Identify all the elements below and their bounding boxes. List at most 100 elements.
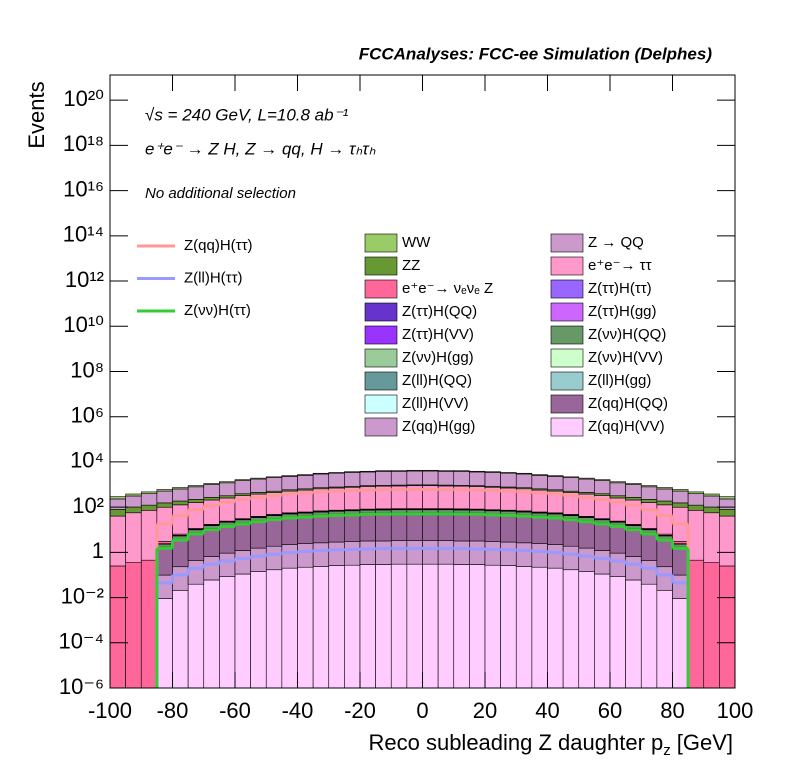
- annotation: e⁺e⁻ → Z H, Z → qq, H → τₕτₕ: [145, 139, 376, 158]
- histogram-bar: [437, 471, 455, 486]
- legend-swatch: [550, 302, 584, 322]
- histogram-bar: [547, 513, 564, 518]
- histogram-bar: [375, 470, 392, 472]
- histogram-bar: [312, 511, 330, 516]
- histogram-bar: [312, 566, 330, 688]
- histogram-bar: [422, 469, 439, 472]
- x-tick-label: 80: [660, 698, 684, 723]
- histogram-bar: [594, 550, 611, 575]
- histogram-bar: [406, 469, 423, 472]
- histogram-bar: [375, 513, 392, 542]
- x-axis-title-unit: [GeV]: [677, 730, 733, 755]
- histogram-bar: [297, 543, 314, 568]
- histogram-bar: [265, 518, 283, 547]
- histogram-bar: [719, 565, 735, 688]
- histogram-bar: [187, 529, 205, 534]
- histogram-bar: [359, 540, 376, 565]
- histogram-bar: [469, 540, 486, 565]
- histogram-bar: [484, 472, 501, 487]
- histogram-bar: [469, 509, 486, 514]
- histogram-bar: [234, 550, 251, 575]
- legend-label: Z(qq)H(ττ): [184, 237, 253, 254]
- histogram-bar: [406, 563, 423, 688]
- histogram-bar: [156, 502, 173, 508]
- histogram-bar: [500, 565, 517, 688]
- histogram-bar: [609, 525, 626, 554]
- histogram-bar: [453, 564, 470, 688]
- histogram-bar: [437, 513, 455, 541]
- histogram-bar: [328, 472, 345, 488]
- x-axis-title-subscript: z: [663, 742, 671, 759]
- legend-swatch: [364, 279, 398, 299]
- histogram-bar: [172, 566, 189, 591]
- annotation: √s = 240 GeV, L=10.8 ab⁻¹: [145, 105, 349, 124]
- histogram-bar: [156, 541, 173, 544]
- histogram-bar: [406, 509, 423, 514]
- histogram-bar: [140, 559, 158, 688]
- histogram-bar: [187, 499, 205, 503]
- histogram-bar: [203, 579, 220, 688]
- y-tick-label: 10⁴: [70, 448, 104, 473]
- y-tick-label: 10⁶: [70, 403, 104, 428]
- histogram-bar: [531, 475, 548, 490]
- legend-swatch: [550, 348, 584, 368]
- legend-label: e⁺e⁻→ νₑνₑ Z: [402, 280, 493, 297]
- histogram-bar: [547, 544, 564, 569]
- histogram-bar: [297, 512, 314, 517]
- histogram-bar: [687, 559, 705, 688]
- histogram-bar: [219, 481, 236, 484]
- histogram-bar: [609, 495, 626, 499]
- histogram-bar: [422, 513, 439, 541]
- x-tick-label: 20: [473, 698, 497, 723]
- histogram-bar: [672, 502, 689, 508]
- histogram-bar: [500, 472, 517, 474]
- histogram-bar: [640, 485, 658, 488]
- y-tick-label: 10⁻⁴: [58, 629, 104, 654]
- legend-label: Z → QQ: [588, 234, 644, 251]
- histogram-bar: [640, 560, 658, 585]
- histogram-bar: [687, 491, 705, 495]
- legend-label: Z(ll)H(gg): [588, 372, 651, 389]
- histogram-bar: [110, 498, 126, 510]
- histogram-bar: [265, 476, 283, 478]
- y-axis-title: Events: [24, 81, 49, 148]
- histogram-bar: [359, 513, 376, 542]
- histogram-bar: [625, 525, 642, 529]
- y-tick-label: 1: [92, 538, 104, 563]
- histogram-bar: [578, 477, 595, 480]
- histogram-bar: [390, 513, 408, 541]
- histogram-bar: [281, 513, 298, 518]
- histogram-bar: [515, 542, 533, 567]
- histogram-bar: [437, 509, 455, 514]
- histogram-bar: [219, 521, 236, 526]
- histogram-bar: [578, 517, 595, 521]
- legend-label: Z(ll)H(QQ): [402, 372, 472, 389]
- histogram-bar: [625, 579, 642, 688]
- histogram-bar: [719, 498, 735, 510]
- histogram-bar: [453, 513, 470, 542]
- histogram-bar: [640, 583, 658, 688]
- y-tick-label: 10⁻⁶: [59, 674, 104, 699]
- histogram-bar: [672, 543, 689, 548]
- histogram-bar: [219, 525, 236, 554]
- y-tick-label: 10¹⁴: [63, 222, 104, 247]
- histogram-bar: [375, 540, 392, 565]
- x-axis-title-text: Reco subleading Z daughter p: [368, 730, 663, 755]
- histogram-bar: [359, 470, 376, 473]
- y-tick-label: 10²⁰: [63, 86, 104, 111]
- legend-swatch: [364, 394, 398, 414]
- histogram-bar: [359, 509, 376, 514]
- histogram-bar: [250, 571, 267, 688]
- legend-swatch: [364, 348, 398, 368]
- histogram-bar: [203, 496, 220, 501]
- histogram-bar: [453, 470, 470, 472]
- histogram-bar: [422, 470, 439, 486]
- histogram-bar: [125, 512, 142, 563]
- histogram-bar: [625, 496, 642, 501]
- histogram-bar: [328, 565, 345, 688]
- histogram-bar: [297, 474, 314, 476]
- annotation: No additional selection: [145, 185, 296, 202]
- histogram-bar: [156, 490, 173, 504]
- histogram-bar: [203, 484, 220, 498]
- histogram-bar: [203, 525, 220, 529]
